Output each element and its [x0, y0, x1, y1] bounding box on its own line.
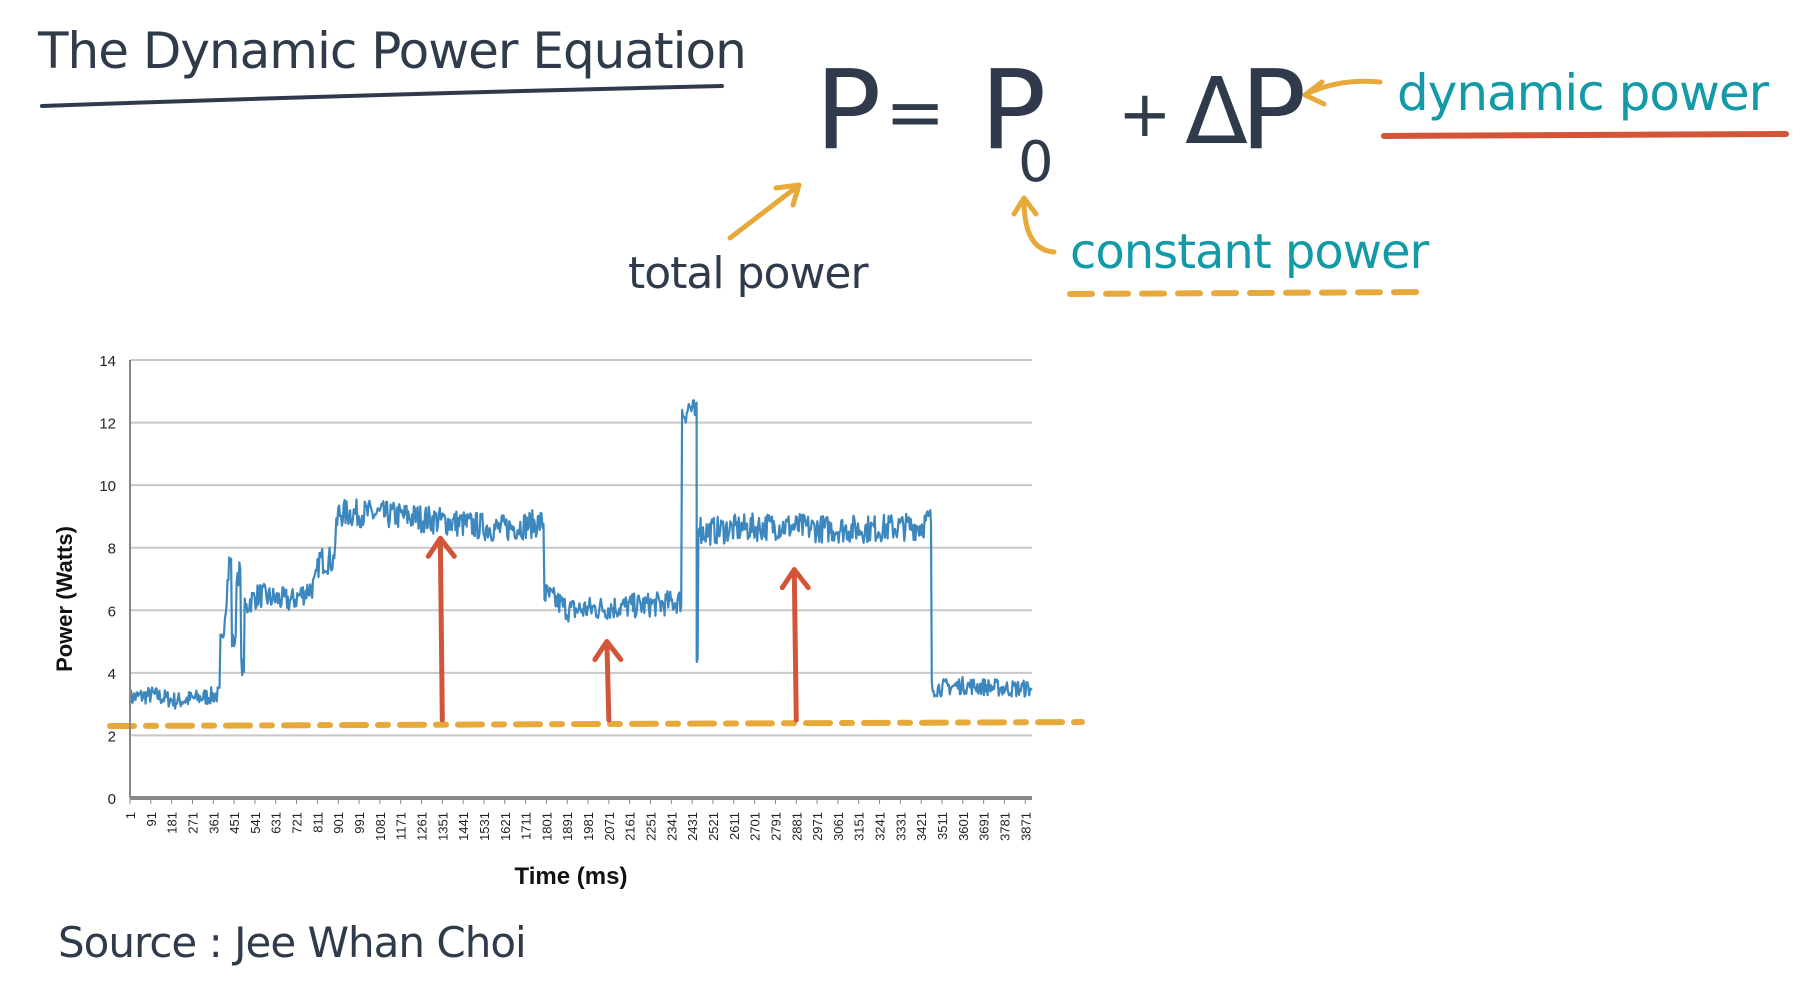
x-tick-label: 361 — [206, 812, 221, 834]
x-tick-label: 2971 — [810, 812, 825, 841]
dynamic-power-underline — [1381, 131, 1789, 139]
x-tick-label: 631 — [269, 812, 284, 834]
constant-power-label: constant power — [1070, 224, 1429, 280]
y-tick-label: 14 — [99, 353, 116, 370]
dynamic-power-arrow-icon — [1302, 78, 1383, 107]
y-tick-label: 6 — [108, 603, 116, 620]
constant-power-arrow-icon — [1011, 195, 1057, 255]
x-tick-label: 3781 — [997, 812, 1012, 841]
x-tick-label: 3691 — [977, 812, 992, 841]
x-tick-label: 181 — [165, 812, 180, 834]
y-tick-label: 4 — [108, 666, 116, 683]
constant-power-baseline — [107, 719, 1085, 730]
x-tick-label: 3061 — [831, 812, 846, 841]
total-power-label: total power — [628, 248, 869, 299]
title-underline — [40, 84, 724, 108]
equation-delta-symbol: Δ — [1185, 58, 1248, 165]
y-tick-label: 8 — [108, 541, 116, 558]
x-tick-label: 2701 — [748, 812, 763, 841]
equation-constant-power-symbol: P — [980, 46, 1047, 174]
x-tick-label: 1621 — [498, 812, 513, 841]
x-tick-label: 2071 — [602, 812, 617, 841]
x-tick-label: 721 — [290, 812, 305, 834]
x-tick-label: 1801 — [539, 812, 554, 841]
constant-power-underline — [1067, 289, 1431, 297]
x-tick-label: 1351 — [435, 812, 450, 841]
x-tick-label: 2881 — [789, 812, 804, 841]
equation-dynamic-power-symbol: P — [1240, 46, 1307, 174]
y-axis-label: Power (Watts) — [52, 526, 77, 672]
x-tick-label: 2791 — [768, 812, 783, 841]
x-tick-label: 271 — [185, 812, 200, 834]
x-tick-label: 3601 — [956, 812, 971, 841]
x-axis-label: Time (ms) — [515, 863, 628, 890]
x-tick-label: 1171 — [394, 812, 409, 840]
dynamic-power-arrow-icon — [779, 567, 811, 723]
y-tick-label: 12 — [99, 416, 116, 433]
total-power-arrow-icon — [727, 182, 802, 241]
x-tick-label: 3331 — [893, 812, 908, 841]
x-tick-label: 3241 — [873, 812, 888, 841]
x-tick-label: 991 — [352, 812, 367, 834]
equation-equals-sign: = — [885, 70, 946, 154]
x-tick-label: 3511 — [935, 812, 950, 840]
equation-total-power-symbol: P — [815, 46, 882, 174]
x-tick-label: 91 — [144, 812, 159, 826]
x-tick-label: 1531 — [477, 812, 492, 841]
x-tick-label: 1711 — [519, 812, 534, 840]
x-tick-label: 901 — [331, 812, 346, 834]
y-tick-label: 0 — [108, 791, 116, 808]
x-tick-label: 1081 — [373, 812, 388, 841]
x-tick-label: 1 — [123, 812, 138, 819]
x-tick-label: 2431 — [685, 812, 700, 841]
dynamic-power-arrow-icon — [592, 639, 624, 723]
x-tick-label: 2521 — [706, 812, 721, 841]
dynamic-power-arrow-icon — [425, 535, 457, 723]
x-tick-label: 811 — [310, 812, 325, 833]
y-tick-label: 10 — [99, 478, 116, 495]
dynamic-power-label: dynamic power — [1397, 64, 1769, 122]
y-tick-label: 2 — [108, 728, 116, 745]
power-series-line — [128, 399, 1033, 710]
x-tick-label: 2161 — [623, 812, 638, 841]
x-tick-label: 3421 — [914, 812, 929, 841]
x-tick-label: 1441 — [456, 812, 471, 841]
x-tick-label: 451 — [227, 812, 242, 834]
source-credit: Source : Jee Whan Choi — [58, 918, 527, 967]
x-tick-label: 1891 — [560, 812, 575, 841]
x-tick-label: 2341 — [664, 812, 679, 841]
equation-subscript-zero: 0 — [1018, 130, 1054, 195]
x-tick-label: 2251 — [644, 812, 659, 841]
x-tick-label: 1981 — [581, 812, 596, 841]
page-title: The Dynamic Power Equation — [38, 22, 747, 80]
x-tick-label: 1261 — [414, 812, 429, 841]
equation-plus-sign: + — [1118, 78, 1172, 152]
x-tick-label: 541 — [248, 812, 263, 834]
x-tick-label: 2611 — [727, 812, 742, 840]
x-tick-label: 3151 — [852, 812, 867, 841]
x-tick-label: 3871 — [1018, 812, 1033, 841]
